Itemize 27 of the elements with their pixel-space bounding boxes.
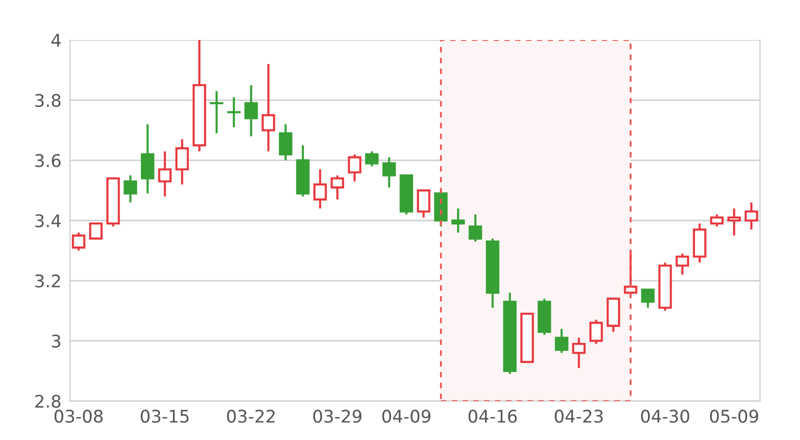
x-tick-label: 03-15 <box>140 410 189 423</box>
y-tick-label: 3.6 <box>35 154 61 168</box>
y-tick-label: 3.4 <box>35 214 61 228</box>
candlestick <box>227 96 241 128</box>
y-tick-label: 3.8 <box>35 94 60 108</box>
candlestick <box>744 201 758 231</box>
x-tick-label: 04-09 <box>382 410 430 423</box>
candlestick <box>451 207 465 234</box>
y-tick-label: 3.2 <box>35 274 60 288</box>
candlestick <box>175 138 189 186</box>
candlestick <box>210 90 224 134</box>
x-tick-label: 03-29 <box>313 410 362 423</box>
candlestick <box>244 84 258 138</box>
candlestick <box>158 150 172 198</box>
x-tick-label: 04-30 <box>641 410 690 423</box>
x-tick-label: 03-22 <box>227 410 275 423</box>
candlestick <box>262 63 276 152</box>
x-tick-label: 04-23 <box>554 410 603 423</box>
x-tick-label: 03-08 <box>54 410 103 423</box>
y-tick-label: 2.8 <box>35 394 60 408</box>
candlestick <box>313 168 327 210</box>
x-tick-label: 04-16 <box>468 410 517 423</box>
candlestick <box>140 123 154 194</box>
candlestick <box>727 207 741 237</box>
x-tick-label: 05-09 <box>710 410 758 423</box>
y-tick-label: 3 <box>52 334 60 348</box>
y-tick-label: 4 <box>51 34 61 47</box>
